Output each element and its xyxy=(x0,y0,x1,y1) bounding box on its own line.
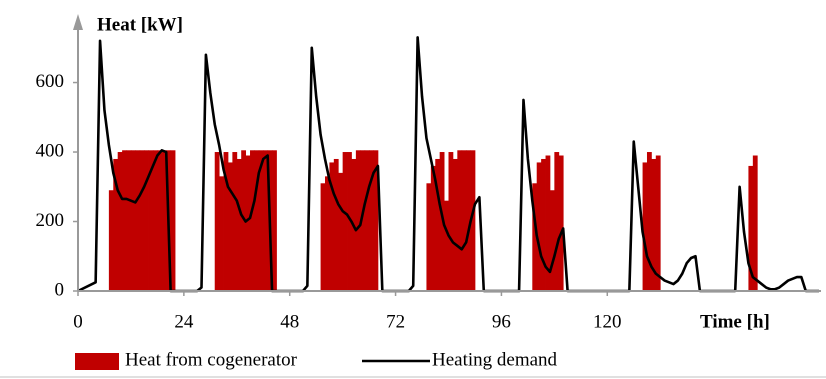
bar xyxy=(157,150,163,291)
bar xyxy=(642,162,648,291)
bar xyxy=(426,183,432,291)
y-tick-label: 0 xyxy=(55,279,65,300)
y-tick-label: 400 xyxy=(36,140,65,161)
bar xyxy=(461,150,467,291)
bar xyxy=(333,158,339,291)
bar xyxy=(236,158,242,291)
x-axis-label: Time [h] xyxy=(700,311,770,332)
bar xyxy=(170,150,176,291)
x-tick-label: 96 xyxy=(492,311,511,332)
legend-label: Heat from cogenerator xyxy=(125,349,298,370)
bar xyxy=(263,150,269,291)
bar xyxy=(545,155,551,291)
y-tick-label: 200 xyxy=(36,210,65,231)
bar xyxy=(347,152,352,291)
bar xyxy=(430,165,436,291)
bar xyxy=(457,150,463,291)
bar xyxy=(752,155,758,291)
bar xyxy=(108,190,114,291)
bar xyxy=(466,150,471,291)
bar xyxy=(364,150,370,291)
x-tick-label: 120 xyxy=(593,311,622,332)
bar xyxy=(444,200,449,291)
bar xyxy=(135,150,141,291)
bar xyxy=(272,150,277,291)
y-tick-label: 600 xyxy=(36,71,65,92)
bar xyxy=(532,183,538,291)
x-tick-label: 24 xyxy=(174,311,194,332)
bar xyxy=(320,183,326,291)
bar xyxy=(113,158,119,291)
legend-label: Heating demand xyxy=(432,349,558,370)
bar xyxy=(258,150,264,291)
bar xyxy=(250,150,255,291)
bar xyxy=(655,155,661,291)
bar xyxy=(245,155,251,291)
bar xyxy=(373,150,379,291)
legend-swatch xyxy=(75,353,119,370)
bar xyxy=(470,150,476,291)
bar xyxy=(130,150,136,291)
bar xyxy=(646,152,652,291)
bar xyxy=(369,150,374,291)
bar xyxy=(448,152,454,291)
bar xyxy=(748,165,754,291)
bar xyxy=(139,150,145,291)
bar xyxy=(122,150,127,291)
bar xyxy=(558,155,564,291)
bar xyxy=(452,158,458,291)
bar xyxy=(227,162,233,291)
bar xyxy=(435,158,441,291)
bar xyxy=(541,158,546,291)
x-tick-label: 72 xyxy=(386,311,405,332)
bar xyxy=(161,150,167,291)
bar xyxy=(232,152,238,291)
bar xyxy=(117,152,123,291)
bar xyxy=(148,150,154,291)
y-axis-label: Heat [kW] xyxy=(97,14,183,35)
bar xyxy=(152,150,158,291)
bar xyxy=(254,150,260,291)
bar xyxy=(549,190,555,291)
bar xyxy=(651,158,657,291)
bar xyxy=(325,176,330,291)
bar xyxy=(342,152,348,291)
bar xyxy=(355,150,361,291)
line xyxy=(77,36,819,293)
bar xyxy=(536,162,542,291)
bar xyxy=(223,152,229,291)
bar xyxy=(144,150,149,291)
bar xyxy=(219,176,224,291)
bar xyxy=(554,152,560,291)
bar xyxy=(329,162,335,291)
bar xyxy=(338,172,344,291)
bar xyxy=(360,150,366,291)
bar xyxy=(126,150,132,291)
y-axis-arrow xyxy=(73,14,83,30)
x-tick-label: 0 xyxy=(73,311,83,332)
bar xyxy=(214,152,220,291)
x-tick-label: 48 xyxy=(280,311,299,332)
